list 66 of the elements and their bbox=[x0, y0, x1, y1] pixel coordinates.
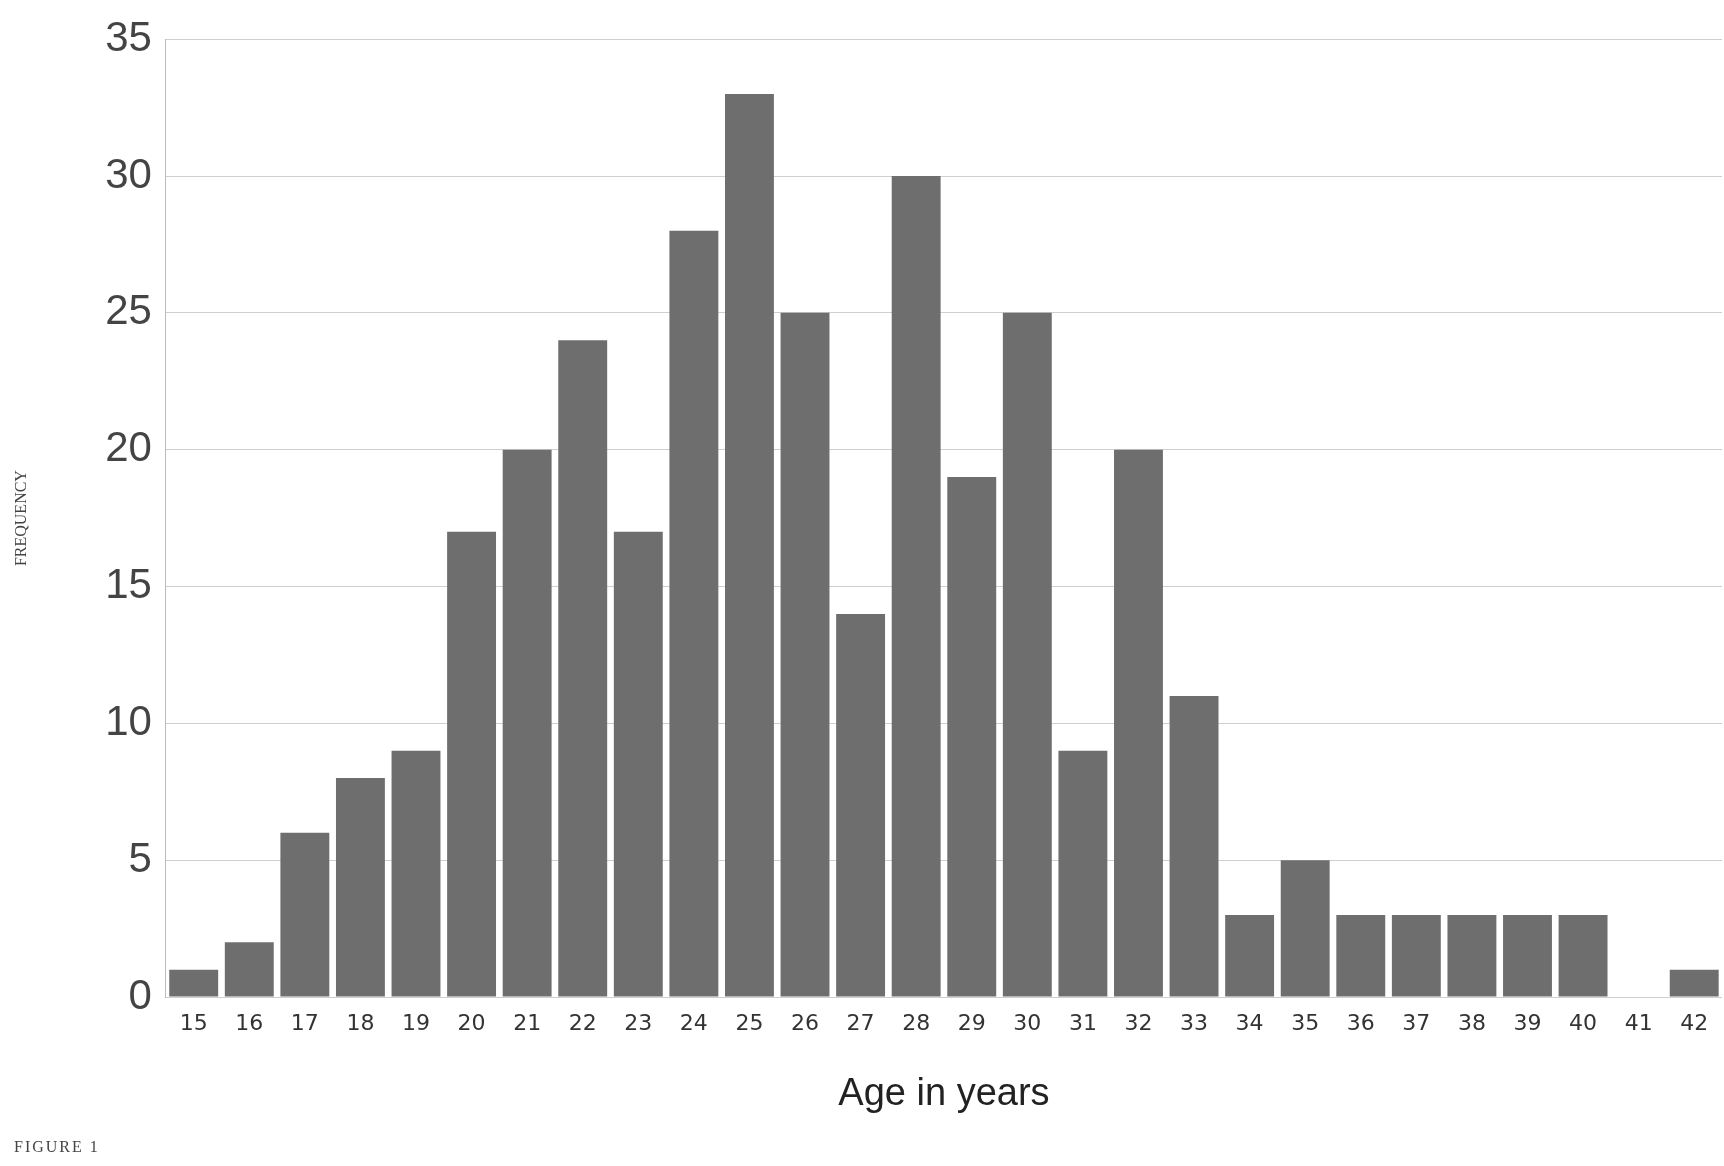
bar bbox=[669, 230, 719, 997]
bar bbox=[1002, 312, 1052, 997]
x-tick-label: 34 bbox=[1235, 1009, 1264, 1035]
x-axis-title: Age in years bbox=[838, 1070, 1050, 1113]
x-tick-label: 23 bbox=[624, 1009, 653, 1035]
bar bbox=[1391, 914, 1441, 997]
x-tick-label: 27 bbox=[846, 1009, 875, 1035]
x-tick-label: 22 bbox=[568, 1009, 597, 1035]
y-axis-title: FREQUENCY bbox=[11, 469, 29, 567]
y-tick-label: 15 bbox=[105, 560, 152, 608]
x-tick-label: 17 bbox=[290, 1009, 319, 1035]
bar bbox=[1336, 914, 1386, 997]
x-tick-label: 18 bbox=[346, 1009, 375, 1035]
x-tick-label: 25 bbox=[735, 1009, 764, 1035]
bar bbox=[836, 613, 886, 997]
x-tick-label: 26 bbox=[791, 1009, 820, 1035]
bar bbox=[391, 750, 441, 997]
bar bbox=[280, 832, 330, 997]
bar bbox=[447, 531, 497, 997]
y-tick-label: 5 bbox=[128, 833, 152, 881]
bar bbox=[613, 531, 663, 997]
caption: FIGURE 1 bbox=[14, 1138, 100, 1156]
y-tick-label: 35 bbox=[105, 12, 152, 60]
bar bbox=[780, 312, 830, 997]
bar bbox=[1447, 914, 1497, 997]
bar bbox=[1058, 750, 1108, 997]
bar bbox=[1558, 914, 1608, 997]
y-tick-label: 0 bbox=[128, 970, 152, 1018]
y-tick-label: 25 bbox=[105, 286, 152, 334]
bar bbox=[1114, 449, 1163, 997]
x-tick-label: 19 bbox=[402, 1009, 430, 1035]
x-tick-label: 38 bbox=[1457, 1009, 1486, 1035]
bar bbox=[725, 93, 774, 997]
x-tick-label: 32 bbox=[1124, 1009, 1153, 1035]
x-tick-label: 28 bbox=[902, 1009, 931, 1035]
x-tick-label: 35 bbox=[1291, 1009, 1320, 1035]
x-tick-label: 40 bbox=[1569, 1009, 1598, 1035]
x-tick-label: 30 bbox=[1013, 1009, 1042, 1035]
y-tick-label: 10 bbox=[105, 696, 152, 744]
bar bbox=[224, 942, 274, 997]
bar bbox=[1669, 969, 1719, 997]
x-tick-label: 33 bbox=[1180, 1009, 1209, 1035]
x-tick-label: 20 bbox=[457, 1009, 486, 1035]
x-tick-label: 42 bbox=[1680, 1009, 1709, 1035]
bar bbox=[169, 969, 219, 997]
x-tick-label: 16 bbox=[235, 1009, 264, 1035]
x-tick-label: 39 bbox=[1513, 1009, 1542, 1035]
x-tick-label: 21 bbox=[513, 1009, 542, 1035]
bar bbox=[1169, 695, 1219, 997]
x-tick-label: 31 bbox=[1068, 1009, 1097, 1035]
y-tick-label: 30 bbox=[105, 149, 152, 197]
x-tick-label: 37 bbox=[1402, 1009, 1431, 1035]
bar bbox=[558, 340, 608, 997]
bar bbox=[891, 176, 941, 997]
x-tick-label: 36 bbox=[1346, 1009, 1375, 1035]
bar bbox=[1225, 914, 1275, 997]
bar bbox=[1503, 914, 1552, 997]
x-tick-label: 41 bbox=[1624, 1009, 1653, 1035]
x-tick-label: 24 bbox=[679, 1009, 708, 1035]
bar bbox=[502, 449, 552, 997]
y-tick-label: 20 bbox=[105, 423, 152, 471]
bar bbox=[947, 477, 997, 997]
bar bbox=[335, 778, 385, 997]
x-tick-label: 29 bbox=[957, 1009, 986, 1035]
x-tick-label: 15 bbox=[179, 1009, 208, 1035]
bar bbox=[1280, 860, 1330, 997]
